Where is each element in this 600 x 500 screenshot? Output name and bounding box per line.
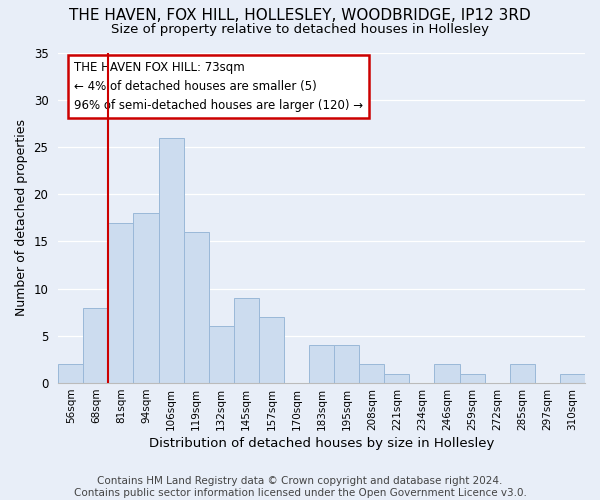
- Bar: [209, 326, 234, 383]
- Bar: [384, 374, 409, 383]
- Bar: [109, 222, 133, 383]
- Text: THE HAVEN FOX HILL: 73sqm
← 4% of detached houses are smaller (5)
96% of semi-de: THE HAVEN FOX HILL: 73sqm ← 4% of detach…: [74, 61, 363, 112]
- X-axis label: Distribution of detached houses by size in Hollesley: Distribution of detached houses by size …: [149, 437, 494, 450]
- Text: Contains HM Land Registry data © Crown copyright and database right 2024.
Contai: Contains HM Land Registry data © Crown c…: [74, 476, 526, 498]
- Bar: [234, 298, 259, 383]
- Bar: [259, 317, 284, 383]
- Bar: [510, 364, 535, 383]
- Bar: [334, 346, 359, 383]
- Bar: [309, 346, 334, 383]
- Bar: [359, 364, 384, 383]
- Bar: [133, 213, 158, 383]
- Text: THE HAVEN, FOX HILL, HOLLESLEY, WOODBRIDGE, IP12 3RD: THE HAVEN, FOX HILL, HOLLESLEY, WOODBRID…: [69, 8, 531, 23]
- Bar: [58, 364, 83, 383]
- Bar: [158, 138, 184, 383]
- Text: Size of property relative to detached houses in Hollesley: Size of property relative to detached ho…: [111, 22, 489, 36]
- Bar: [460, 374, 485, 383]
- Bar: [83, 308, 109, 383]
- Bar: [184, 232, 209, 383]
- Bar: [434, 364, 460, 383]
- Bar: [560, 374, 585, 383]
- Y-axis label: Number of detached properties: Number of detached properties: [15, 120, 28, 316]
